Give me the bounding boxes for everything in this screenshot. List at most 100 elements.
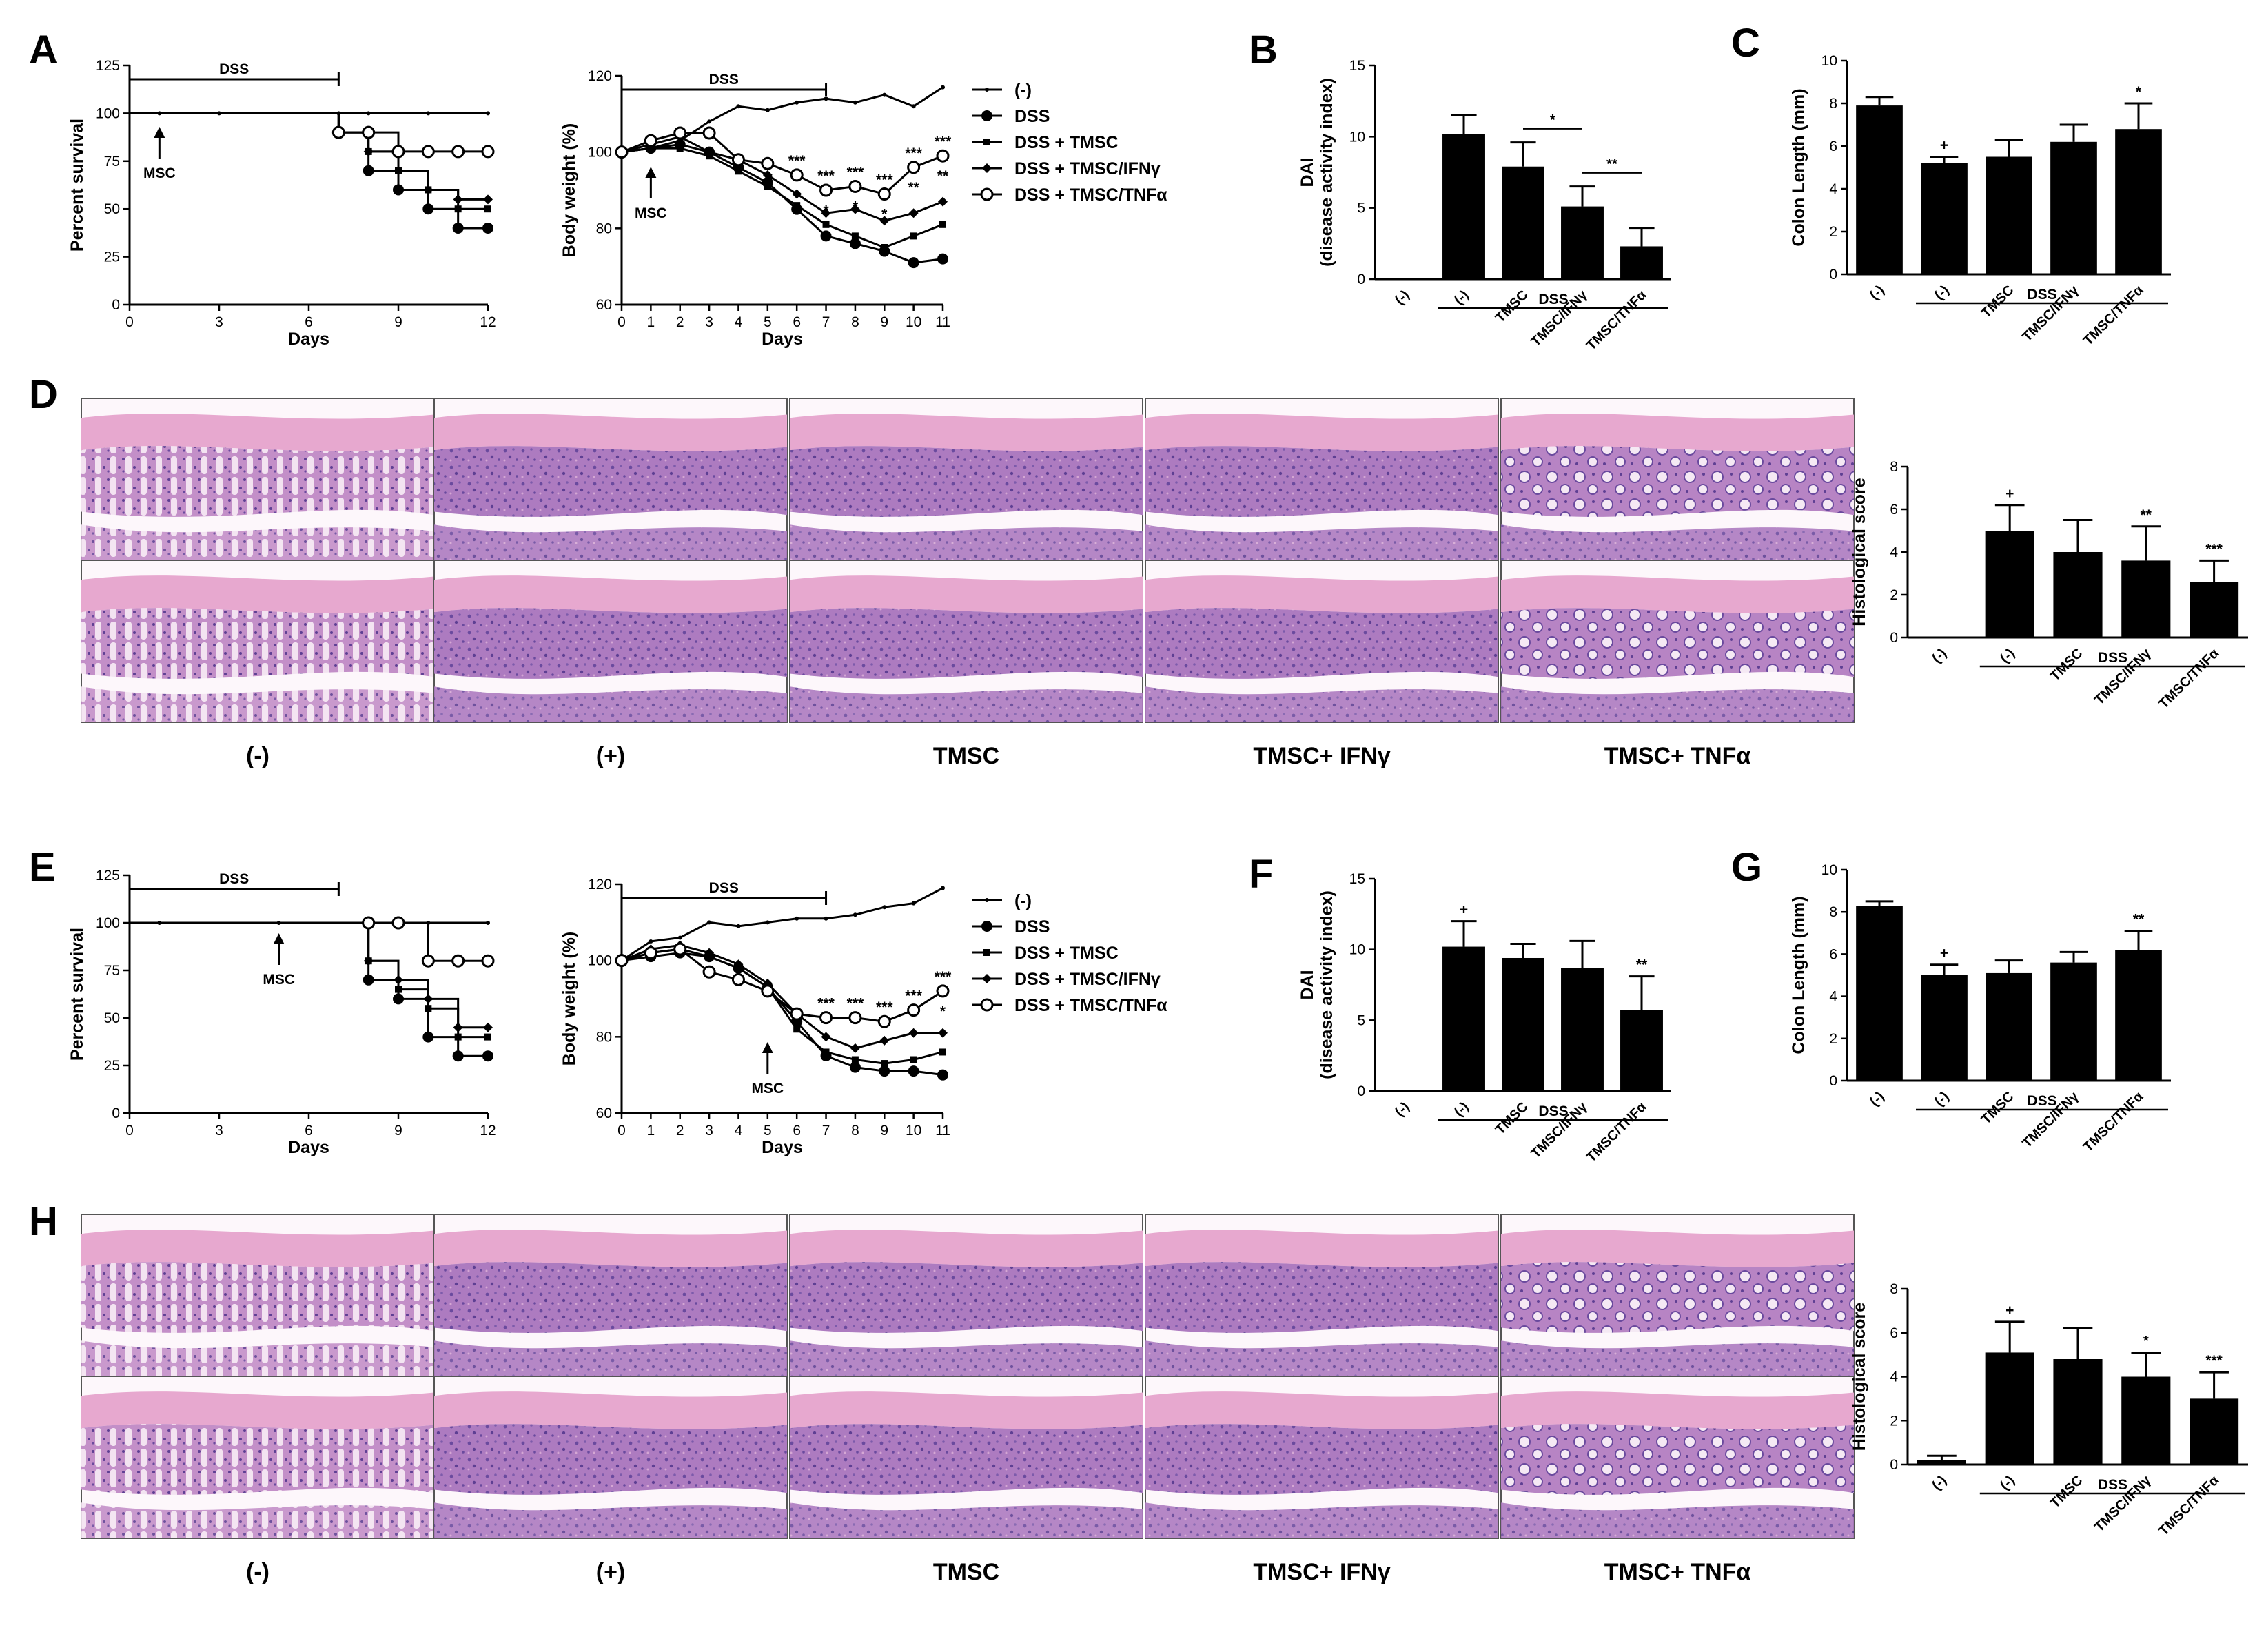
histology-image-0-2 <box>789 398 1143 561</box>
mucosa-layer <box>790 1262 1143 1333</box>
y-tick-label: 6 <box>1829 139 1837 154</box>
data-point <box>910 232 917 240</box>
data-point <box>484 205 491 213</box>
series-2 <box>618 145 946 251</box>
data-point <box>849 238 861 249</box>
y-tick-label: 25 <box>104 249 120 265</box>
mucosa-layer <box>790 608 1143 679</box>
lower-tissue <box>434 686 787 722</box>
data-point <box>908 208 919 218</box>
data-point <box>454 1033 462 1041</box>
bar <box>2190 1398 2239 1465</box>
data-point <box>819 183 833 197</box>
bar <box>1856 105 1903 274</box>
series-0 <box>620 886 945 963</box>
mucosa-layer <box>1145 608 1498 679</box>
lower-tissue <box>1501 1340 1854 1376</box>
y-tick-label: 6 <box>1890 1325 1898 1341</box>
legend-entry: (-) <box>1014 81 1032 100</box>
series-3 <box>617 940 948 1053</box>
muscle-layer <box>81 1230 434 1267</box>
y-tick-label: 0 <box>1829 1073 1837 1089</box>
y-tick-label: 125 <box>96 868 120 884</box>
x-tick-label: 0 <box>125 1123 134 1139</box>
data-point <box>819 1011 833 1025</box>
significance-mark: *** <box>905 988 922 1004</box>
series-line <box>130 112 488 210</box>
mucosa-layer <box>81 1262 434 1333</box>
series-3 <box>130 112 493 205</box>
y-tick-label: 10 <box>1349 129 1365 145</box>
x-tick-label: 12 <box>480 314 496 330</box>
significance-mark: *** <box>847 996 864 1012</box>
y-axis-label: Colon Length (mm) <box>1789 88 1808 246</box>
data-point <box>911 104 916 109</box>
muscle-layer <box>1145 1230 1498 1267</box>
data-point <box>422 1031 434 1043</box>
data-point <box>882 905 887 910</box>
mucosa-layer <box>1145 1262 1498 1333</box>
mucosa-layer <box>434 446 787 517</box>
histology-group-label: (-) <box>246 1559 269 1585</box>
data-point <box>644 946 657 960</box>
series-1 <box>616 139 948 269</box>
data-point <box>393 184 404 196</box>
significance-mark: *** <box>935 969 952 985</box>
category-label: TMSC/TNFα <box>2081 1088 2147 1154</box>
msc-label: MSC <box>635 205 667 221</box>
category-label: (-) <box>1997 646 2018 666</box>
significance-mark: * <box>853 198 859 214</box>
data-point <box>824 916 828 921</box>
series-line <box>130 112 488 153</box>
msc-arrow-head-icon <box>273 933 285 944</box>
category-label: (-) <box>1867 1089 1888 1110</box>
bar <box>1620 246 1663 279</box>
x-tick-label: 6 <box>793 314 801 330</box>
histology-image-0-0 <box>81 1214 435 1377</box>
data-point <box>482 1050 493 1062</box>
data-point <box>821 1032 831 1042</box>
msc-label: MSC <box>751 1081 784 1097</box>
mucosa-layer <box>1501 446 1854 517</box>
y-tick-label: 60 <box>596 1105 612 1121</box>
histology-image-0-4 <box>1500 398 1855 561</box>
category-label: TMSC/TNFα <box>1584 287 1650 353</box>
data-point <box>824 96 828 101</box>
histology-image-1-0 <box>81 560 435 723</box>
dss-group-label: DSS <box>2027 287 2056 303</box>
data-point <box>366 111 371 116</box>
bar <box>1986 972 2032 1081</box>
histology-image-1-3 <box>1145 1376 1499 1539</box>
y-axis-label: Histological score <box>1850 1303 1869 1451</box>
data-point <box>937 1069 948 1081</box>
histology-group-label: (+) <box>596 1559 626 1585</box>
panel-label-h: H <box>29 1199 58 1244</box>
y-tick-label: 4 <box>1829 989 1837 1005</box>
data-point <box>822 1048 830 1056</box>
histology-group-label: TMSC+ IFNγ <box>1253 1559 1390 1585</box>
lower-tissue <box>81 524 434 560</box>
bar <box>1985 531 2034 638</box>
dss-group-label: DSS <box>1538 1103 1568 1119</box>
data-point <box>421 954 435 968</box>
data-point <box>879 1065 890 1077</box>
significance-mark: ** <box>937 168 949 184</box>
mucosa-layer <box>1145 1424 1498 1495</box>
category-label: (-) <box>1451 287 1472 308</box>
data-point <box>939 221 946 228</box>
x-tick-label: 3 <box>215 314 223 330</box>
significance-mark: *** <box>788 153 806 169</box>
dss-group-label: DSS <box>1538 292 1568 307</box>
y-tick-label: 80 <box>596 1029 612 1045</box>
y-axis-label: Percent survival <box>68 928 87 1061</box>
x-tick-label: 1 <box>647 1123 655 1139</box>
series-line <box>130 112 488 201</box>
legend-swatch-marker <box>983 139 990 145</box>
data-point <box>848 179 862 193</box>
y-tick-label: 100 <box>588 953 612 969</box>
significance-mark: + <box>1940 946 1948 961</box>
x-tick-label: 9 <box>880 314 888 330</box>
significance-mark: + <box>2005 486 2014 502</box>
